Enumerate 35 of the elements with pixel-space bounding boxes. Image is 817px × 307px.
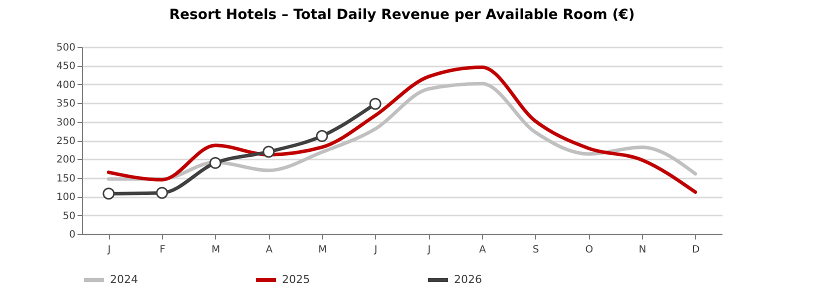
x-tick-label: A — [479, 244, 486, 256]
x-tick-label: J — [426, 244, 431, 256]
line-series — [106, 65, 698, 194]
point — [369, 98, 382, 110]
y-tick-label: 100 — [56, 192, 76, 204]
point — [209, 156, 222, 169]
point — [316, 130, 328, 142]
legend-label: 2026 — [454, 273, 482, 286]
x-tick-label: J — [373, 244, 378, 256]
y-tick-label: 300 — [56, 117, 76, 128]
x-tick-label: N — [638, 244, 646, 256]
legend-label: 2025 — [282, 273, 310, 286]
y-tick-label: 200 — [56, 154, 76, 166]
line-series — [106, 82, 698, 181]
y-tick-label: 400 — [56, 80, 76, 91]
chart-title: Resort Hotels – Total Daily Revenue per Available Room (€) — [169, 7, 635, 23]
x-tick-label: F — [160, 244, 166, 256]
x-tick-label: M — [318, 244, 327, 256]
legend-label: 2024 — [110, 273, 138, 286]
y-tick-label: 0 — [69, 230, 76, 240]
y-tick-label: 350 — [56, 98, 76, 110]
y-tick-label: 500 — [56, 42, 76, 54]
y-tick-label: 50 — [62, 210, 76, 222]
x-tick-label: J — [106, 244, 111, 256]
point — [102, 188, 115, 200]
x-tick-label: M — [212, 244, 220, 256]
x-tick-label: O — [585, 244, 594, 256]
y-tick-label: 450 — [56, 61, 76, 72]
x-tick-label: D — [692, 244, 700, 256]
y-tick-label: 250 — [56, 136, 76, 147]
point — [262, 146, 275, 158]
y-tick-label: 150 — [56, 173, 76, 184]
point — [156, 186, 168, 199]
x-tick-label: A — [266, 244, 273, 256]
x-tick-label: S — [532, 244, 540, 256]
